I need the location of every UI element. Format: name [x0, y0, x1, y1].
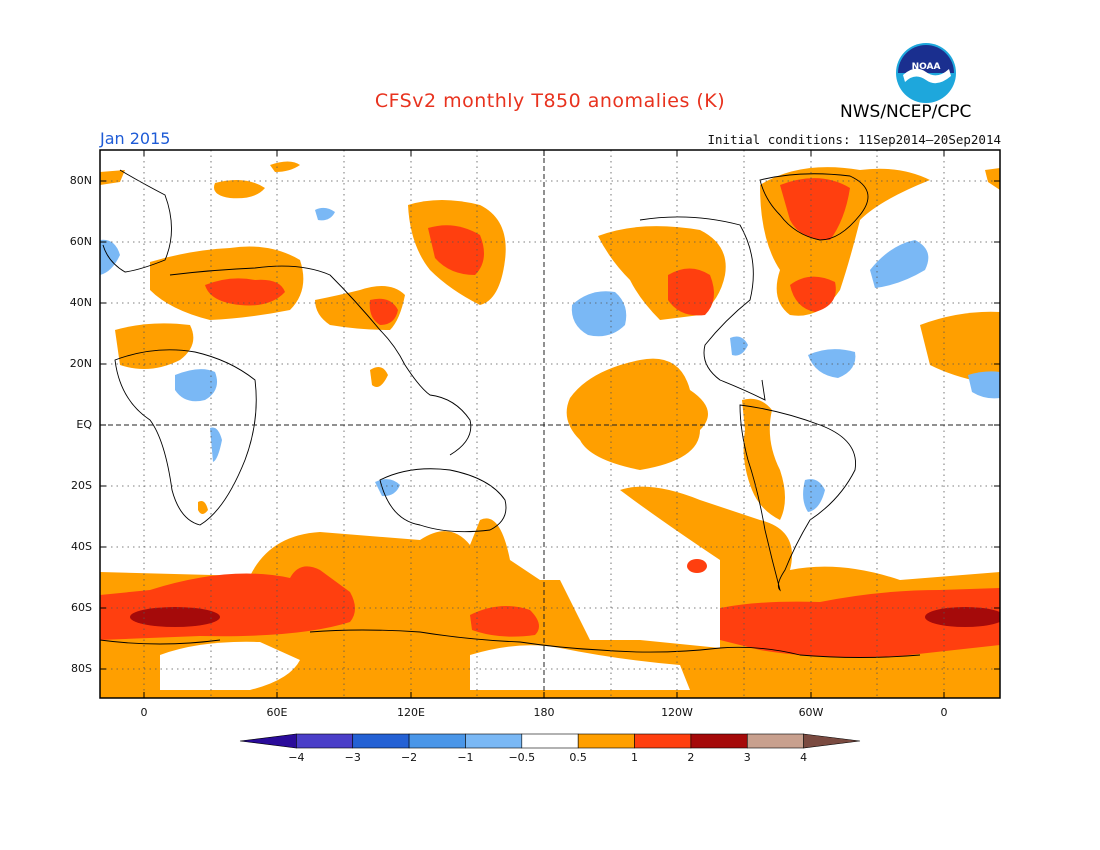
caribbean-cold: [808, 349, 856, 378]
lon-tick-label: 120E: [397, 706, 425, 719]
southern-dark-red-west: [130, 607, 220, 627]
europe-red: [205, 278, 285, 306]
arctic-cold-west: [100, 239, 120, 275]
southern-dark-red-east: [925, 607, 1000, 627]
lat-tick-label: EQ: [76, 418, 92, 431]
coastlines: [100, 169, 921, 658]
colorbar-label: −4: [288, 751, 305, 764]
lon-tick-label: 60E: [266, 706, 288, 719]
svg-text:NOAA: NOAA: [912, 62, 941, 72]
arctic-warm-west: [214, 179, 265, 199]
colorbar-segment: [296, 733, 354, 749]
lat-tick-label: 60S: [71, 601, 92, 614]
lon-tick-label: 180: [533, 706, 555, 719]
lat-tick-label: 40S: [71, 540, 92, 553]
arctic-warm-siberia: [270, 161, 300, 172]
lon-tick-label: 0: [140, 706, 148, 719]
lat-tick-label: 20N: [69, 357, 92, 370]
brazil-cold: [803, 479, 825, 512]
colorbar-label: −2: [400, 751, 418, 764]
colorbar-label: 0.5: [569, 751, 587, 764]
lat-tick-label: 40N: [69, 296, 92, 309]
lon-tick-label: 120W: [661, 706, 693, 719]
south-america-warm: [742, 398, 785, 520]
africa-east-cold: [210, 427, 222, 462]
africa-sahara-warm: [115, 323, 194, 369]
colorbar-segment: [577, 733, 635, 749]
central-asia-red: [369, 298, 398, 325]
lon-tick-label: 0: [940, 706, 948, 719]
colorbar-segment: [634, 733, 692, 749]
tropical-pacific-warm: [566, 358, 708, 470]
organization-label: NWS/NCEP/CPC: [840, 102, 972, 122]
east-asia-red: [428, 225, 484, 275]
anomaly-shading: [100, 161, 1000, 698]
reference-lines: [100, 150, 1000, 698]
colorbar-segment: [746, 733, 804, 749]
map-frame: [99, 149, 1001, 699]
arabia-cold: [175, 369, 218, 402]
iran-warm: [370, 366, 388, 388]
lat-tick-label: 20S: [71, 479, 92, 492]
lat-tick-label: 60N: [69, 235, 92, 248]
colorbar: [239, 733, 861, 749]
labrador-red: [790, 276, 836, 312]
arctic-warm-edge-west: [100, 170, 125, 185]
north-atlantic-cold: [870, 240, 929, 288]
mexico-cold: [730, 336, 748, 356]
south-pacific-red-spot: [687, 559, 707, 573]
north-pacific-cold: [571, 291, 627, 337]
colorbar-segment: [408, 733, 466, 749]
initial-conditions: Initial conditions: 11Sep2014–20Sep2014: [707, 132, 1002, 147]
colorbar-label: −3: [344, 751, 361, 764]
southern-red-band-east: [720, 588, 1000, 658]
colorbar-label: 4: [800, 751, 808, 764]
north-atlantic-warm: [985, 168, 1000, 190]
lat-tick-label: 80S: [71, 662, 92, 675]
greenland-red: [780, 178, 850, 240]
noaa-logo-icon: NOAA: [896, 43, 956, 103]
australia-cold: [375, 479, 400, 497]
antarctic-white-west: [160, 641, 300, 690]
colorbar-segment: [465, 733, 523, 749]
colorbar-segment: [690, 733, 748, 749]
southern-red-pacific: [470, 606, 539, 637]
colorbar-label: −1: [457, 751, 474, 764]
siberia-cold: [315, 207, 335, 221]
colorbar-label: 3: [743, 751, 751, 764]
lat-tick-label: 80N: [69, 174, 92, 187]
antarctic-white-mid: [470, 645, 690, 690]
south-africa-warm: [198, 501, 208, 514]
colorbar-label: 1: [631, 751, 639, 764]
colorbar-label: −0.5: [508, 751, 536, 764]
colorbar-segment: [239, 733, 297, 749]
atlantic-east-warm: [920, 311, 1000, 385]
colorbar-segment: [521, 733, 579, 749]
colorbar-segment: [352, 733, 410, 749]
chart-title: CFSv2 monthly T850 anomalies (K): [374, 90, 726, 112]
colorbar-segment: [803, 733, 861, 749]
north-america-red: [668, 268, 714, 316]
colorbar-label: 2: [687, 751, 695, 764]
lon-tick-label: 60W: [798, 706, 824, 719]
forecast-month: Jan 2015: [100, 129, 171, 148]
arctic-cold-east: [968, 371, 1000, 399]
graticule: [100, 150, 1000, 698]
axis-ticks: [100, 150, 1000, 698]
